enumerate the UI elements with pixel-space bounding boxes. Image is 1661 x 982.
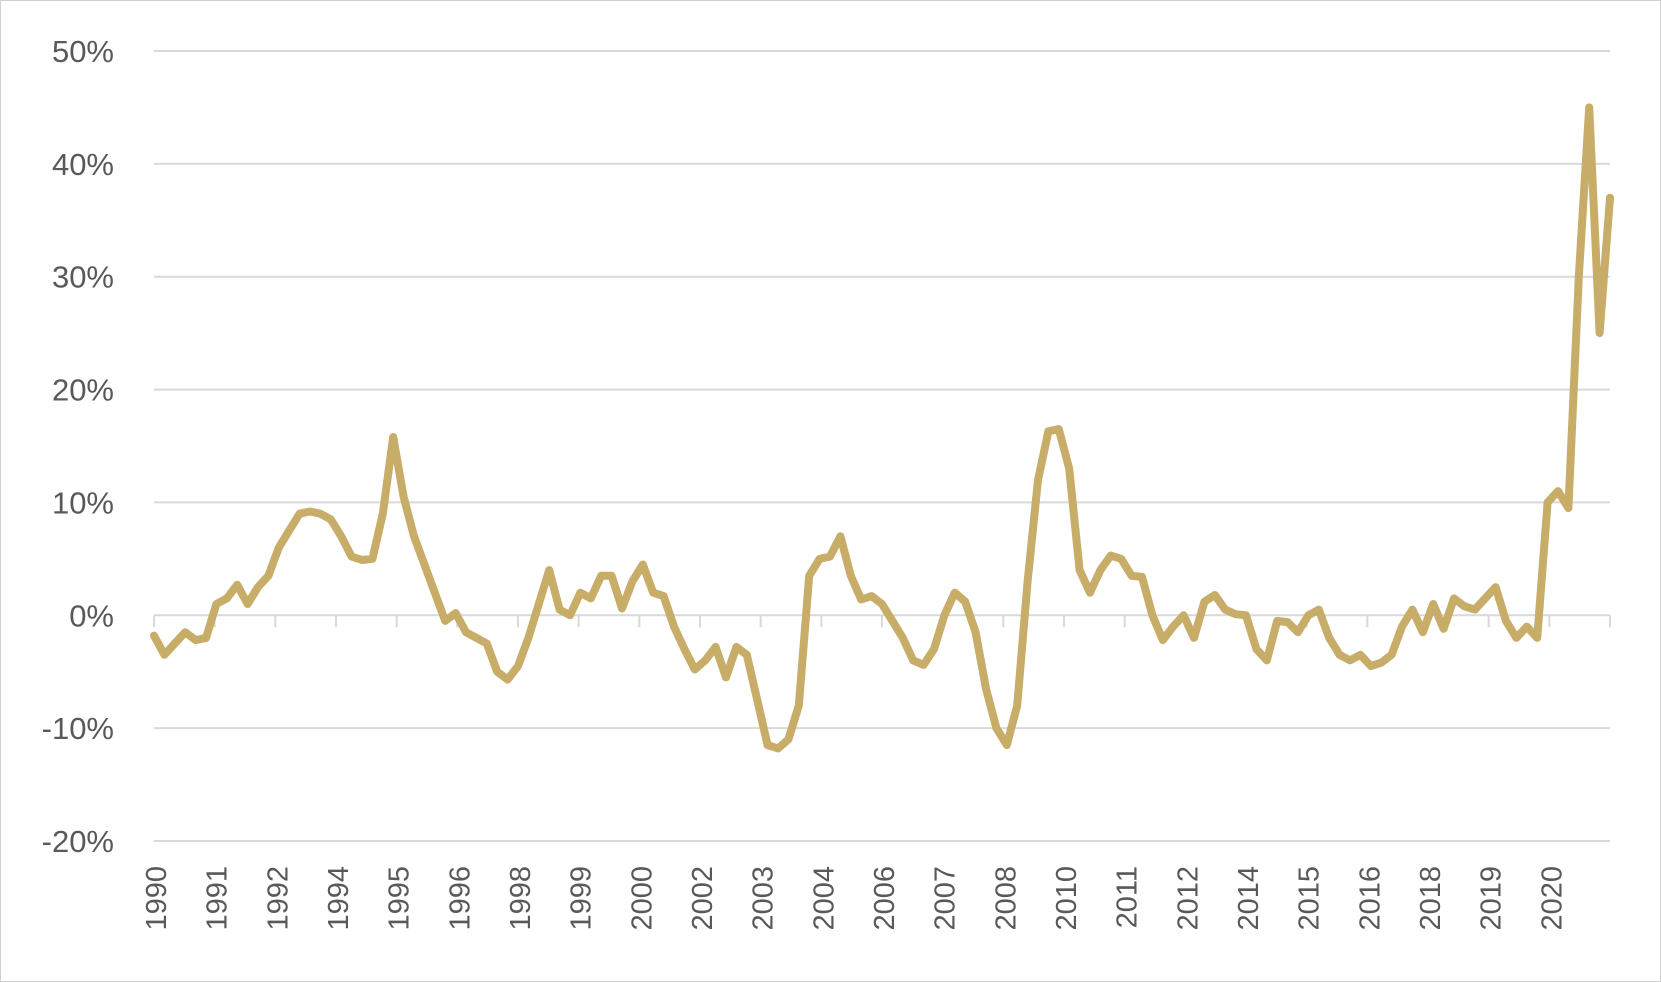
gridlines [154, 50, 1610, 842]
x-tick-label: 2000 [626, 866, 658, 931]
x-tick-label: 2020 [1536, 866, 1568, 931]
y-axis-labels: 50% 40% 30% 20% 10% 0% -10% -20% [42, 34, 114, 859]
y-tick-label: 30% [52, 260, 114, 295]
x-tick-label: 2004 [808, 866, 840, 931]
x-tick-label: 1992 [262, 866, 294, 931]
y-tick-label: -10% [42, 711, 114, 746]
y-tick-label: 20% [52, 373, 114, 408]
x-tick-label: 2002 [687, 866, 719, 931]
series-line [150, 103, 1614, 753]
x-tick-label: 1998 [505, 866, 537, 931]
x-tick-label: 2008 [990, 866, 1022, 931]
x-tick-label: 1994 [323, 866, 355, 931]
x-tick-label: 2019 [1476, 866, 1508, 931]
x-tick-label: 2015 [1294, 866, 1326, 931]
x-tick-label: 2006 [869, 866, 901, 931]
x-tick-label: 1996 [444, 866, 476, 931]
x-tick-label: 1995 [384, 866, 416, 931]
y-tick-label: 50% [52, 34, 114, 69]
x-tick-label: 1991 [202, 866, 234, 931]
y-tick-label: -20% [42, 824, 114, 859]
series-layer [150, 103, 1614, 753]
y-tick-label: 10% [52, 485, 114, 520]
y-tick-label: 40% [52, 147, 114, 182]
x-tick-label: 1999 [566, 866, 598, 931]
x-axis-labels: 1990 1991 1992 1994 1995 1996 1998 1999 2000 2002… [141, 866, 1568, 931]
x-tick-label: 1990 [141, 866, 173, 931]
x-tick-label: 2012 [1172, 866, 1204, 931]
x-tick-label: 2014 [1233, 866, 1265, 931]
x-tick-label: 2016 [1354, 866, 1386, 931]
x-tick-label: 2011 [1112, 866, 1144, 928]
x-tick-label: 2018 [1415, 866, 1447, 931]
y-tick-label: 0% [69, 598, 114, 633]
x-axis [153, 614, 1611, 628]
x-tick-label: 2003 [748, 866, 780, 931]
x-tick-label: 2007 [930, 866, 962, 931]
x-tick-label: 2010 [1051, 866, 1083, 931]
